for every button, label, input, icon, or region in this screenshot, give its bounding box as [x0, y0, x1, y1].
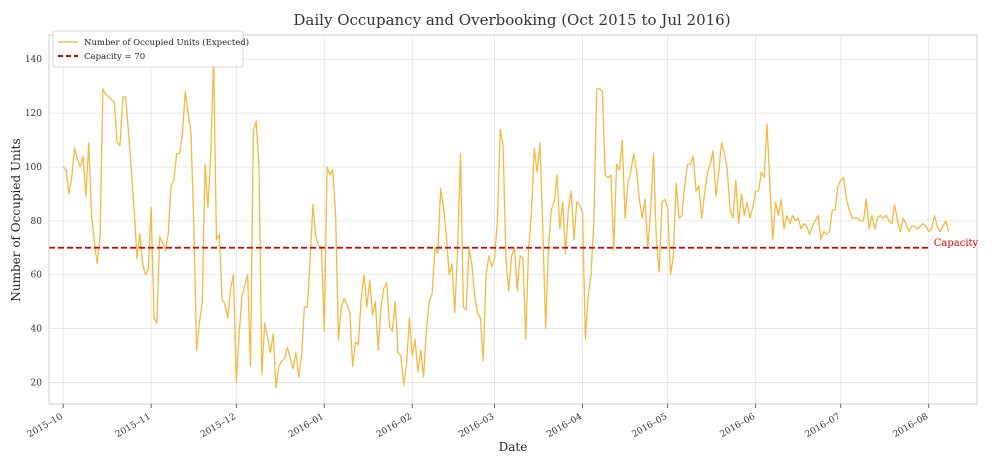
- y-tick-label: 40: [31, 325, 43, 335]
- x-tick-label: 2015–10: [26, 412, 65, 440]
- x-tick-label: 2016–05: [631, 412, 670, 440]
- x-tick-label: 2016–06: [718, 412, 757, 440]
- series-line-occupied: [62, 58, 950, 389]
- y-tick-label: 140: [25, 55, 42, 65]
- x-tick-label: 2016–01: [287, 412, 326, 440]
- x-tick-label: 2015–12: [199, 412, 238, 440]
- x-tick-label: 2016–04: [545, 412, 584, 440]
- legend-box: [52, 30, 244, 68]
- y-tick-label: 80: [31, 217, 43, 227]
- plot-frame: [48, 34, 978, 405]
- capacity-annotation: Capacity: [934, 238, 979, 249]
- x-axis-label: Date: [499, 440, 528, 454]
- x-tick-label: 2015–11: [114, 412, 153, 440]
- x-tick-label: 2016–03: [457, 412, 496, 440]
- legend: Number of Occupied Units (Expected) Capa…: [52, 30, 249, 68]
- legend-label-capacity: Capacity = 70: [84, 52, 145, 62]
- chart-title: Daily Occupancy and Overbooking (Oct 201…: [293, 11, 730, 29]
- y-tick-label: 120: [25, 109, 42, 119]
- y-tick-label: 100: [25, 163, 42, 173]
- y-tick-label: 20: [31, 378, 43, 388]
- series-layer: [49, 58, 950, 389]
- legend-label-occupied: Number of Occupied Units (Expected): [84, 37, 249, 48]
- x-tick-label: 2016–08: [892, 412, 931, 440]
- x-tick-label: 2016–02: [375, 412, 414, 440]
- y-tick-label: 60: [31, 271, 43, 281]
- x-tick-label: 2016–07: [804, 412, 843, 440]
- y-axis-label: Number of Occupied Units: [9, 138, 23, 301]
- plot-area: [49, 35, 977, 404]
